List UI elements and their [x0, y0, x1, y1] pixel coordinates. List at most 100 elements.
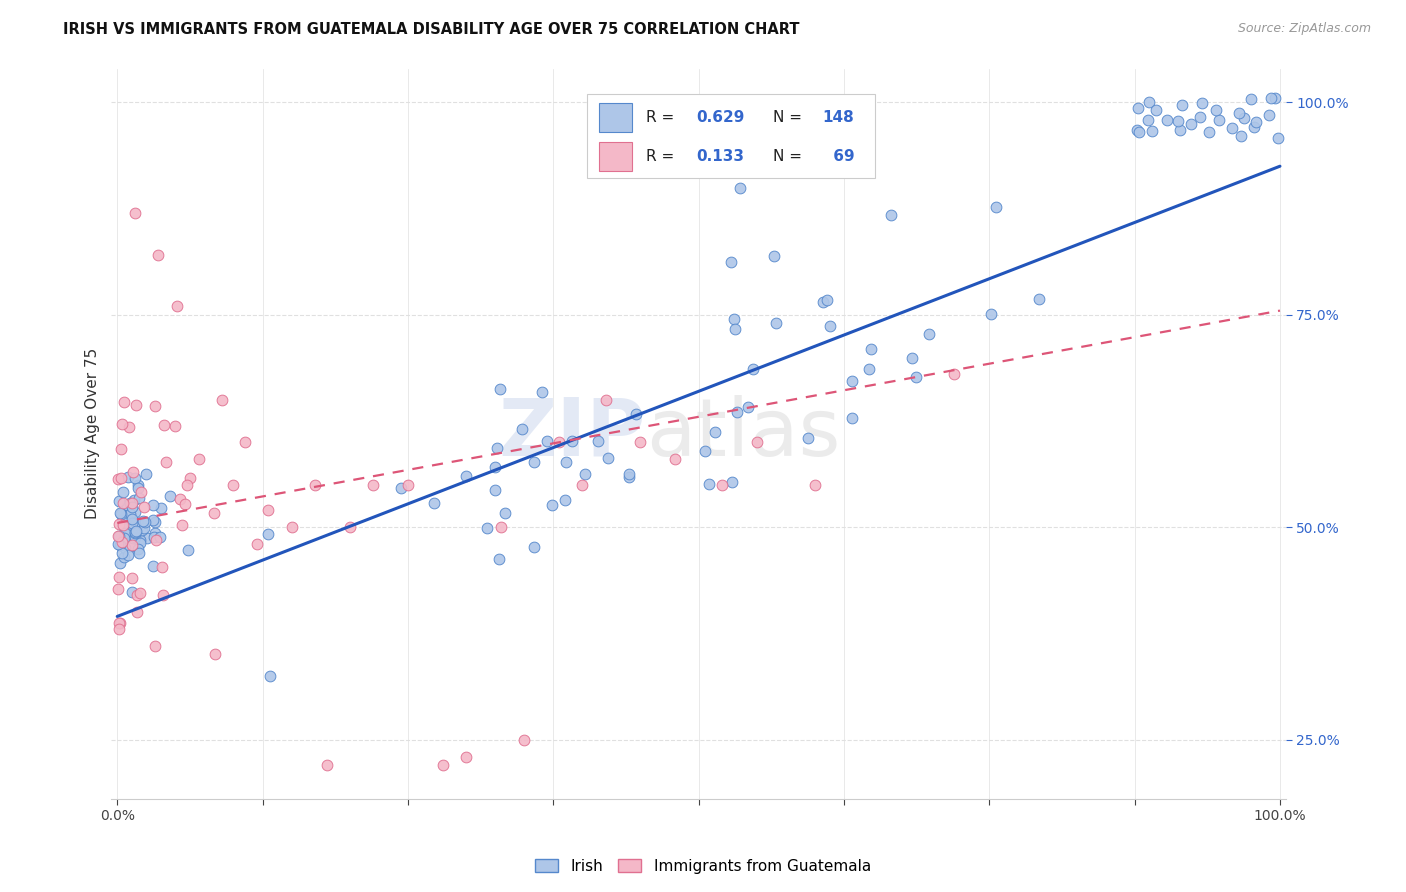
- Point: [554, 492, 576, 507]
- Point: [246, 537, 269, 551]
- Point: [548, 435, 571, 450]
- Point: [880, 207, 903, 221]
- Point: [574, 467, 596, 481]
- Text: 0.629: 0.629: [696, 110, 745, 125]
- Point: [128, 546, 150, 560]
- Text: R =: R =: [645, 110, 679, 125]
- Point: [174, 497, 197, 511]
- Point: [121, 516, 143, 530]
- Point: [124, 526, 146, 541]
- Point: [118, 420, 141, 434]
- Point: [571, 477, 593, 491]
- Point: [1205, 103, 1227, 117]
- Point: [128, 533, 150, 547]
- Point: [108, 622, 131, 636]
- Point: [720, 255, 742, 269]
- Point: [179, 471, 201, 485]
- Point: [1180, 117, 1202, 131]
- Point: [741, 362, 763, 376]
- Text: Source: ZipAtlas.com: Source: ZipAtlas.com: [1237, 22, 1371, 36]
- Point: [1156, 112, 1178, 127]
- Point: [484, 459, 506, 474]
- Point: [489, 520, 512, 534]
- Point: [815, 293, 838, 307]
- Point: [152, 588, 174, 602]
- Point: [389, 481, 412, 495]
- Point: [361, 477, 384, 491]
- Point: [127, 605, 149, 619]
- Point: [1144, 103, 1167, 117]
- Point: [112, 517, 135, 532]
- Point: [124, 492, 146, 507]
- Point: [112, 394, 135, 409]
- Point: [132, 521, 155, 535]
- Point: [121, 538, 143, 552]
- Point: [122, 465, 145, 479]
- Point: [143, 526, 166, 541]
- Point: [586, 434, 609, 449]
- Point: [108, 494, 131, 508]
- Point: [127, 542, 149, 557]
- Point: [117, 521, 139, 535]
- Point: [187, 452, 209, 467]
- Point: [124, 471, 146, 485]
- Point: [114, 526, 136, 541]
- Point: [1267, 131, 1289, 145]
- Point: [142, 559, 165, 574]
- Point: [486, 441, 509, 455]
- Point: [108, 516, 131, 531]
- Point: [110, 538, 132, 552]
- FancyBboxPatch shape: [588, 94, 875, 178]
- Point: [142, 530, 165, 544]
- Point: [723, 312, 745, 326]
- Point: [124, 206, 146, 220]
- Point: [454, 749, 477, 764]
- Point: [475, 521, 498, 535]
- Point: [165, 419, 187, 434]
- Point: [841, 411, 863, 425]
- Point: [728, 181, 751, 195]
- Point: [617, 470, 640, 484]
- Point: [131, 523, 153, 537]
- Legend: Irish, Immigrants from Guatemala: Irish, Immigrants from Guatemala: [529, 853, 877, 880]
- Point: [114, 541, 136, 556]
- Point: [108, 506, 131, 520]
- Point: [112, 514, 135, 528]
- Point: [423, 496, 446, 510]
- Point: [129, 485, 152, 500]
- Point: [115, 511, 138, 525]
- Point: [721, 475, 744, 490]
- Point: [110, 471, 132, 485]
- Point: [150, 501, 173, 516]
- Point: [222, 477, 245, 491]
- Point: [107, 528, 129, 542]
- Point: [124, 525, 146, 540]
- Point: [257, 503, 280, 517]
- Point: [710, 477, 733, 491]
- Point: [1244, 115, 1267, 129]
- Point: [211, 392, 233, 407]
- Point: [797, 432, 820, 446]
- Point: [122, 531, 145, 545]
- Point: [152, 418, 174, 433]
- Point: [112, 496, 135, 510]
- Point: [531, 384, 554, 399]
- Point: [125, 398, 148, 412]
- Point: [108, 529, 131, 543]
- Point: [1260, 91, 1282, 105]
- Text: IRISH VS IMMIGRANTS FROM GUATEMALA DISABILITY AGE OVER 75 CORRELATION CHART: IRISH VS IMMIGRANTS FROM GUATEMALA DISAB…: [63, 22, 800, 37]
- Point: [107, 537, 129, 551]
- Point: [127, 478, 149, 492]
- Point: [980, 307, 1002, 321]
- Point: [120, 496, 142, 510]
- Point: [108, 570, 131, 584]
- Point: [169, 491, 191, 506]
- Point: [159, 489, 181, 503]
- Point: [112, 526, 135, 541]
- Point: [1243, 120, 1265, 134]
- Point: [804, 477, 827, 491]
- Text: atlas: atlas: [645, 395, 841, 473]
- Point: [484, 483, 506, 497]
- Point: [129, 533, 152, 547]
- Point: [118, 508, 141, 522]
